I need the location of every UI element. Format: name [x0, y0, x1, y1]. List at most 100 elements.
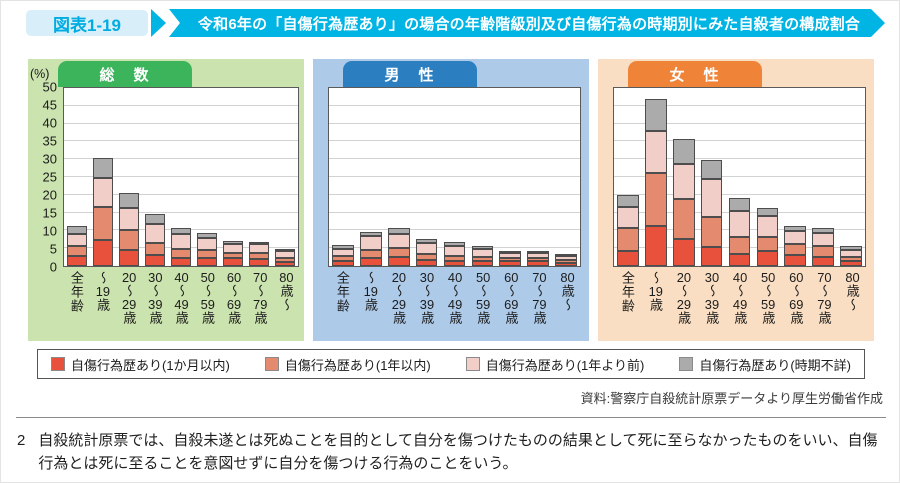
bar-segment — [274, 249, 296, 252]
stacked-bar-female-8 — [812, 228, 835, 266]
bar-slot — [726, 88, 754, 266]
bar-segment — [118, 230, 140, 250]
stacked-bar-female-3 — [672, 139, 695, 266]
stacked-bar-total-5 — [170, 227, 192, 266]
gridline — [64, 122, 298, 124]
x-axis-label: 50〜59歳 — [200, 271, 216, 325]
bar-segment — [332, 255, 354, 261]
bar-segment — [756, 207, 779, 217]
figure-title-banner: 令和6年の「自傷行為歴あり」の場合の年齢階級別及び自傷行為の時期別にみた自殺者の… — [169, 9, 885, 37]
stacked-bar-female-9 — [840, 246, 862, 266]
bar-segment — [66, 246, 88, 257]
bar-segment — [812, 228, 835, 233]
bar-segment — [617, 228, 639, 252]
bars-group — [329, 88, 580, 266]
legend-swatch-icon — [264, 357, 279, 371]
bar-segment — [415, 253, 438, 260]
bar-segment — [170, 227, 192, 234]
bar-segment — [700, 178, 723, 218]
bar-segment — [92, 178, 114, 208]
bar-slot — [64, 88, 90, 266]
bar-segment — [471, 248, 494, 257]
bar-segment — [499, 258, 522, 262]
stacked-bar-total-6 — [196, 232, 218, 266]
x-axis-label: 〜19歳 — [362, 271, 378, 312]
x-axis-labels: 全年齢 〜19歳 20〜29歳 30〜39歳 40〜49歳 50〜59歳 60〜69歳 70〜… — [613, 271, 866, 339]
bar-slot — [385, 88, 413, 266]
bars-group — [64, 88, 298, 266]
gridline — [614, 140, 865, 142]
bar-segment — [443, 242, 466, 246]
panel-male: 男 性全年齢 〜19歳 20〜29歳 30〜39歳 40〜49歳 50〜59歳 60〜69歳… — [313, 59, 589, 341]
bars-group — [614, 88, 865, 266]
gridline — [329, 158, 580, 160]
x-axis-label: 80歳〜 — [844, 271, 860, 312]
bar-slot — [753, 88, 781, 266]
bar-segment — [756, 216, 779, 238]
panel-tab-male: 男 性 — [343, 61, 477, 87]
gridline — [614, 158, 865, 160]
bar-segment — [415, 238, 438, 243]
stacked-bar-female-1 — [617, 194, 639, 266]
bar-segment — [617, 251, 639, 266]
stacked-bar-total-4 — [144, 213, 166, 266]
bar-segment — [387, 256, 410, 266]
x-axis-label: 40〜49歳 — [173, 271, 189, 325]
bar-segment — [144, 213, 166, 224]
bar-segment — [359, 258, 382, 266]
stacked-bar-male-2 — [359, 231, 382, 266]
x-axis-labels: 全年齢 〜19歳 20〜29歳 30〜39歳 40〜49歳 50〜59歳 60〜69歳 70〜… — [63, 271, 299, 339]
bar-slot — [496, 88, 524, 266]
bar-segment — [144, 223, 166, 243]
bar-slot — [220, 88, 246, 266]
bar-segment — [728, 237, 751, 254]
bar-segment — [222, 243, 244, 253]
bar-slot — [272, 88, 298, 266]
gridline — [614, 122, 865, 124]
stacked-bar-male-1 — [332, 244, 354, 266]
bar-segment — [644, 99, 667, 132]
x-axis-label: 80歳〜 — [559, 271, 575, 312]
bar-segment — [66, 226, 88, 234]
x-axis-label: 40〜49歳 — [732, 271, 748, 325]
y-axis-tick-label: 5 — [49, 241, 57, 257]
x-axis-label: 30〜39歳 — [419, 271, 435, 325]
gridline — [329, 176, 580, 177]
legend-item: 自傷行為歴あり(1年より前) — [465, 355, 644, 374]
legend-label: 自傷行為歴あり(1か月以内) — [71, 357, 230, 373]
stacked-bar-total-1 — [66, 226, 88, 266]
legend-label: 自傷行為歴あり(1年以内) — [284, 357, 431, 373]
stacked-bar-male-7 — [499, 250, 522, 266]
bar-segment — [840, 257, 862, 261]
bar-segment — [644, 172, 667, 226]
x-axis-labels: 全年齢 〜19歳 20〜29歳 30〜39歳 40〜49歳 50〜59歳 60〜69歳 70〜… — [328, 271, 581, 339]
bar-segment — [527, 251, 550, 254]
bar-segment — [359, 236, 382, 251]
y-axis-tick-label: 25 — [42, 169, 57, 185]
bar-segment — [728, 210, 751, 238]
panel-tab-female: 女 性 — [628, 61, 762, 87]
bar-segment — [784, 255, 807, 266]
x-axis-label: 40〜49歳 — [447, 271, 463, 325]
bar-segment — [387, 233, 410, 249]
stacked-bar-male-4 — [415, 238, 438, 266]
y-axis-tick-label: 10 — [42, 223, 57, 239]
stacked-bar-female-4 — [700, 159, 723, 266]
plot-area-male — [328, 87, 581, 267]
bar-slot — [142, 88, 168, 266]
legend: 自傷行為歴あり(1か月以内) 自傷行為歴あり(1年以内) 自傷行為歴あり(1年より前… — [37, 349, 865, 379]
gridline — [329, 104, 580, 106]
bar-segment — [274, 258, 296, 263]
bar-segment — [118, 193, 140, 209]
bar-segment — [222, 258, 244, 266]
bar-segment — [144, 254, 166, 266]
bar-segment — [840, 260, 862, 266]
gridline — [64, 176, 298, 177]
bar-segment — [92, 158, 114, 179]
bar-segment — [144, 242, 166, 255]
bar-segment — [672, 199, 695, 239]
legend-swatch-icon — [679, 357, 694, 371]
stacked-bar-total-3 — [118, 193, 140, 266]
bar-segment — [196, 237, 218, 250]
bar-slot — [837, 88, 865, 266]
